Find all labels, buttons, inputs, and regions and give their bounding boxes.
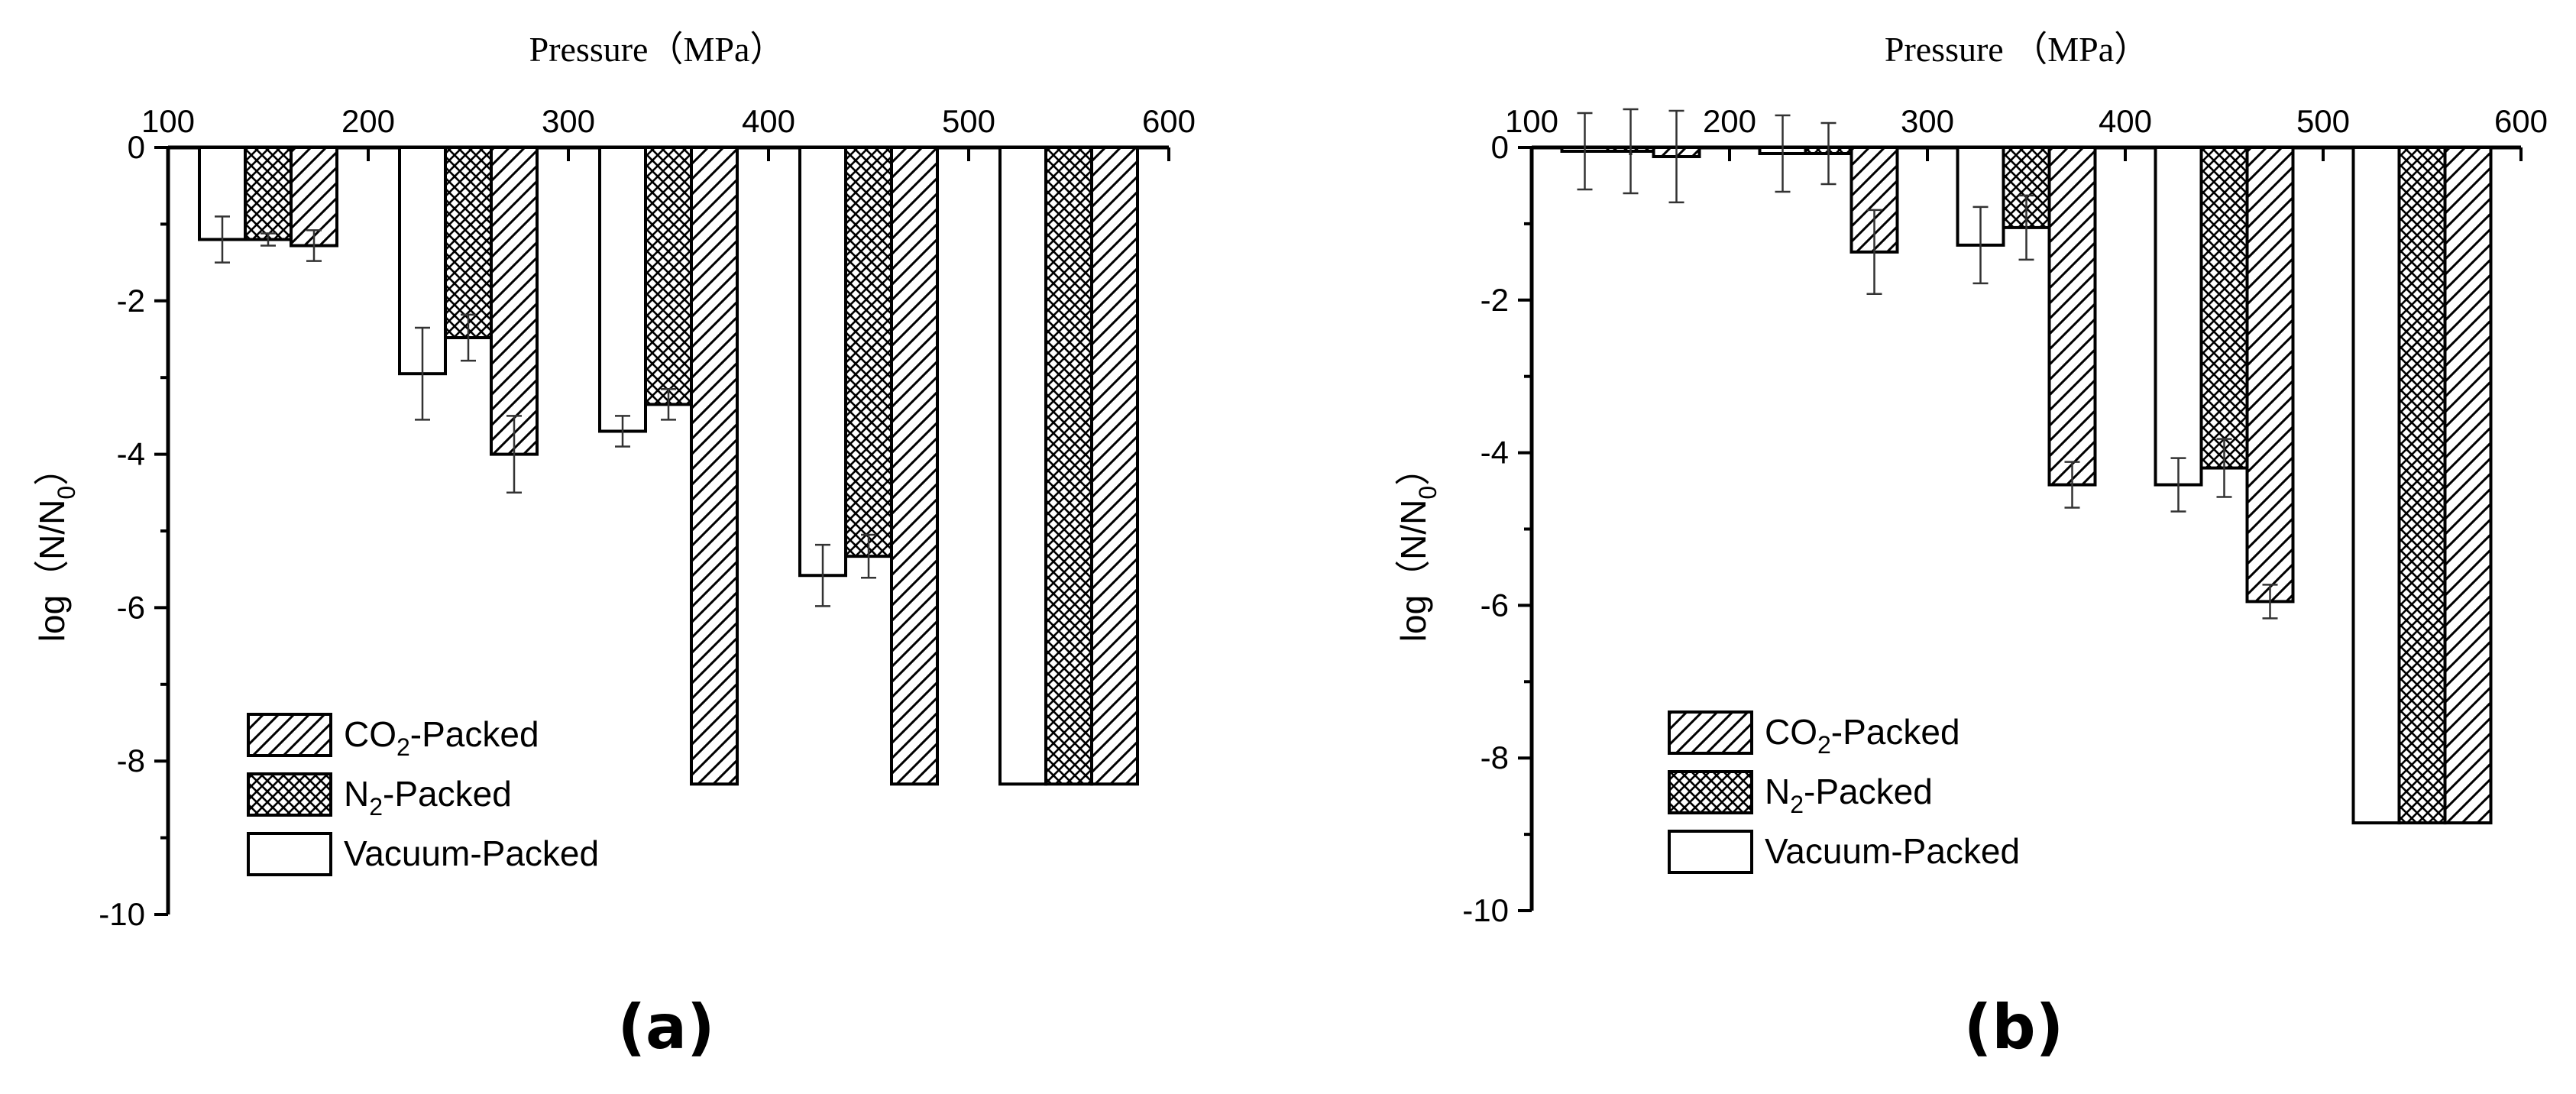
panel-label: (b) bbox=[1964, 992, 2063, 1063]
y-tick-label: -10 bbox=[99, 896, 145, 932]
axes: 100 200 300 400 500 600 0 -2 -4 -6 -8 -10 bbox=[1462, 103, 2548, 928]
legend-label: Vacuum-Packed bbox=[344, 833, 599, 873]
x-tick-label: 300 bbox=[1901, 103, 1954, 139]
y-axis-title: log（N/N0） bbox=[32, 451, 80, 642]
bars bbox=[1560, 108, 2493, 825]
y-tick-label: -6 bbox=[1481, 587, 1509, 623]
legend-swatch bbox=[247, 772, 332, 817]
bar bbox=[2047, 146, 2097, 487]
legend-label: N2-Packed bbox=[344, 774, 512, 820]
legend-label: CO2-Packed bbox=[1765, 712, 1960, 759]
y-tick-label: 0 bbox=[1491, 129, 1509, 165]
x-tick-label: 500 bbox=[2296, 103, 2350, 139]
x-axis-title: Pressure（MPa） bbox=[529, 30, 785, 69]
bar bbox=[2351, 146, 2401, 825]
bar bbox=[1044, 146, 1093, 786]
legend-swatch bbox=[247, 832, 332, 876]
x-tick-label: 600 bbox=[1142, 103, 1196, 139]
x-tick-label: 500 bbox=[942, 103, 995, 139]
x-tick-label: 200 bbox=[341, 103, 395, 139]
bar bbox=[690, 146, 739, 786]
bar bbox=[998, 146, 1047, 786]
x-tick-label: 600 bbox=[2494, 103, 2548, 139]
x-axis-title: Pressure （MPa） bbox=[1885, 30, 2149, 69]
y-tick-label: -8 bbox=[1481, 740, 1509, 775]
legend: CO2-Packed N2-Packed Vacuum-Packed bbox=[1668, 710, 2020, 874]
bar bbox=[2199, 146, 2249, 470]
panel-label: (a) bbox=[617, 992, 714, 1063]
bar bbox=[2443, 146, 2493, 825]
bar bbox=[290, 146, 338, 248]
legend-label: Vacuum-Packed bbox=[1765, 831, 2020, 871]
legend-swatch bbox=[1668, 830, 1753, 874]
bar bbox=[2154, 146, 2203, 487]
x-tick-label: 100 bbox=[141, 103, 195, 139]
bar bbox=[844, 146, 893, 558]
legend-swatch bbox=[247, 713, 332, 757]
y-tick-label: -6 bbox=[117, 589, 145, 625]
legend-swatch bbox=[1668, 770, 1753, 814]
legend: CO2-Packed N2-Packed Vacuum-Packed bbox=[247, 713, 599, 876]
axes: 100 200 300 400 500 600 0 -2 -4 -6 -8 -10 bbox=[99, 103, 1196, 932]
legend-label: N2-Packed bbox=[1765, 772, 1933, 818]
bars bbox=[198, 146, 1139, 786]
x-tick-label: 300 bbox=[542, 103, 595, 139]
bar bbox=[890, 146, 939, 786]
bar bbox=[598, 146, 647, 433]
bar bbox=[444, 146, 493, 339]
y-tick-label: -2 bbox=[1481, 282, 1509, 318]
x-tick-label: 400 bbox=[2099, 103, 2152, 139]
legend-label: CO2-Packed bbox=[344, 714, 539, 761]
y-axis-title: log（N/N0） bbox=[1393, 451, 1442, 642]
bar bbox=[644, 146, 693, 406]
y-tick-label: -8 bbox=[117, 743, 145, 778]
bar bbox=[1090, 146, 1139, 786]
y-tick-label: -4 bbox=[1481, 435, 1509, 471]
y-tick-label: 0 bbox=[128, 129, 145, 165]
legend-swatch bbox=[1668, 710, 1753, 755]
chart-panel-a: Pressure（MPa） log（N/N0） 100 200 300 400 500 6… bbox=[32, 30, 1196, 1063]
x-tick-label: 200 bbox=[1703, 103, 1756, 139]
y-tick-label: -10 bbox=[1462, 892, 1509, 928]
bar bbox=[798, 146, 847, 578]
bar bbox=[490, 146, 539, 456]
bar bbox=[244, 146, 293, 241]
bar bbox=[2245, 146, 2295, 604]
bar bbox=[2397, 146, 2447, 825]
y-tick-label: -4 bbox=[117, 436, 145, 472]
chart-panel-b: Pressure （MPa） log（N/N0） 100 200 300 400 500… bbox=[1393, 30, 2548, 1063]
x-tick-label: 400 bbox=[742, 103, 795, 139]
x-tick-label: 100 bbox=[1505, 103, 1558, 139]
y-tick-label: -2 bbox=[117, 283, 145, 319]
